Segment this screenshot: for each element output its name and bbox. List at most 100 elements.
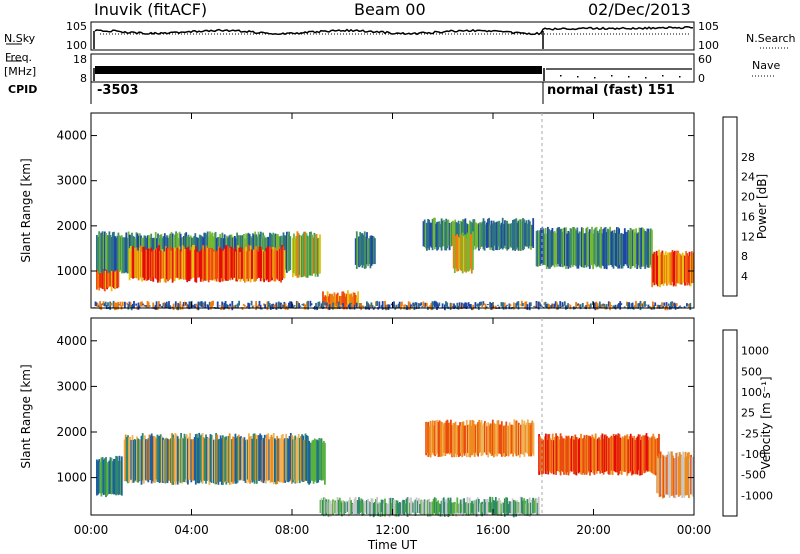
echo-bar xyxy=(237,303,239,309)
echo-bar xyxy=(468,304,471,308)
echo-bar xyxy=(632,229,635,266)
echo-bar xyxy=(214,439,216,485)
echo-bar xyxy=(569,438,572,471)
echo-bar xyxy=(312,237,315,274)
echo-bar xyxy=(144,250,147,280)
echo-bar xyxy=(498,424,501,454)
echo-bar xyxy=(490,220,493,248)
echo-bar xyxy=(100,457,103,497)
echo-bar xyxy=(280,302,282,310)
y-tick-label: 1000 xyxy=(56,471,87,485)
echo-bar xyxy=(670,301,672,310)
echo-bar xyxy=(602,229,605,267)
date-title: 02/Dec/2013 xyxy=(588,0,691,19)
echo-bar xyxy=(376,300,378,306)
echo-bar xyxy=(174,433,177,485)
echo-bar xyxy=(173,247,176,282)
echo-bar xyxy=(363,500,366,514)
echo-bar xyxy=(424,223,427,249)
x-tick-label: 00:00 xyxy=(74,523,109,537)
echo-bar xyxy=(275,302,278,310)
echo-bar xyxy=(444,501,446,517)
echo-bar xyxy=(390,503,393,515)
echo-bar xyxy=(187,304,190,309)
echo-bar xyxy=(505,497,507,513)
echo-bar xyxy=(627,439,630,474)
echo-bar xyxy=(623,228,626,265)
echo-bar xyxy=(656,255,659,287)
y-tick-label: 2000 xyxy=(56,425,87,439)
echo-bar xyxy=(234,433,237,484)
echo-bar xyxy=(682,451,685,496)
echo-bar xyxy=(299,236,302,278)
echo-bar xyxy=(399,502,402,514)
echo-bar xyxy=(605,231,608,270)
echo-bar xyxy=(433,497,436,514)
echo-bar xyxy=(145,250,148,282)
echo-bar xyxy=(528,422,530,457)
echo-bar xyxy=(102,263,105,290)
echo-bar xyxy=(567,231,570,269)
echo-bar xyxy=(142,246,145,278)
echo-bar xyxy=(337,301,340,308)
echo-bar xyxy=(658,453,661,498)
echo-bar xyxy=(303,304,306,310)
echo-bar xyxy=(527,219,530,249)
echo-bar xyxy=(530,422,533,457)
echo-bar xyxy=(266,246,269,280)
echo-bar xyxy=(679,305,681,307)
echo-bar xyxy=(551,303,554,308)
echo-bar xyxy=(490,303,493,310)
echo-bar xyxy=(144,305,147,307)
echo-bar xyxy=(162,437,164,483)
echo-bar xyxy=(614,436,616,472)
echo-bar xyxy=(614,233,617,267)
echo-bar xyxy=(225,304,228,308)
echo-bar xyxy=(200,301,203,307)
echo-bar xyxy=(212,249,215,280)
echo-bar xyxy=(634,439,637,475)
echo-bar xyxy=(595,301,598,310)
echo-bar xyxy=(165,437,168,483)
echo-bar xyxy=(117,232,120,269)
echo-bar xyxy=(567,435,570,476)
echo-bar xyxy=(206,437,208,481)
echo-bar xyxy=(136,250,139,278)
echo-bar xyxy=(366,232,368,265)
echo-bar xyxy=(318,301,321,307)
echo-bar xyxy=(626,434,629,476)
echo-bar xyxy=(297,233,300,278)
echo-bar xyxy=(581,303,584,307)
echo-bar xyxy=(96,235,98,270)
echo-bar xyxy=(161,305,164,308)
echo-bar xyxy=(655,250,658,285)
echo-bar xyxy=(325,499,328,516)
echo-bar xyxy=(322,440,325,480)
echo-bar xyxy=(509,501,512,514)
echo-bar xyxy=(664,251,667,283)
echo-bar xyxy=(228,251,230,280)
echo-bar xyxy=(194,303,196,308)
echo-bar xyxy=(644,301,646,307)
echo-bar xyxy=(500,503,503,516)
echo-bar xyxy=(472,304,475,310)
echo-bar xyxy=(637,232,640,266)
echo-bar xyxy=(130,251,133,278)
echo-bar xyxy=(211,301,213,309)
echo-bar xyxy=(397,503,400,517)
echo-bar xyxy=(536,502,539,516)
echo-bar xyxy=(424,500,427,516)
echo-bar xyxy=(104,301,107,307)
echo-bar xyxy=(164,303,167,308)
echo-bar xyxy=(141,301,143,307)
echo-bar xyxy=(454,421,457,454)
echo-bar xyxy=(354,295,357,306)
echo-bar xyxy=(138,247,141,280)
echo-bar xyxy=(195,303,198,306)
echo-bar xyxy=(643,435,646,474)
velocity-colorbar-tick: -100 xyxy=(741,448,766,461)
echo-bar xyxy=(441,422,443,457)
echo-bar xyxy=(664,455,666,496)
echo-bar xyxy=(623,438,625,472)
